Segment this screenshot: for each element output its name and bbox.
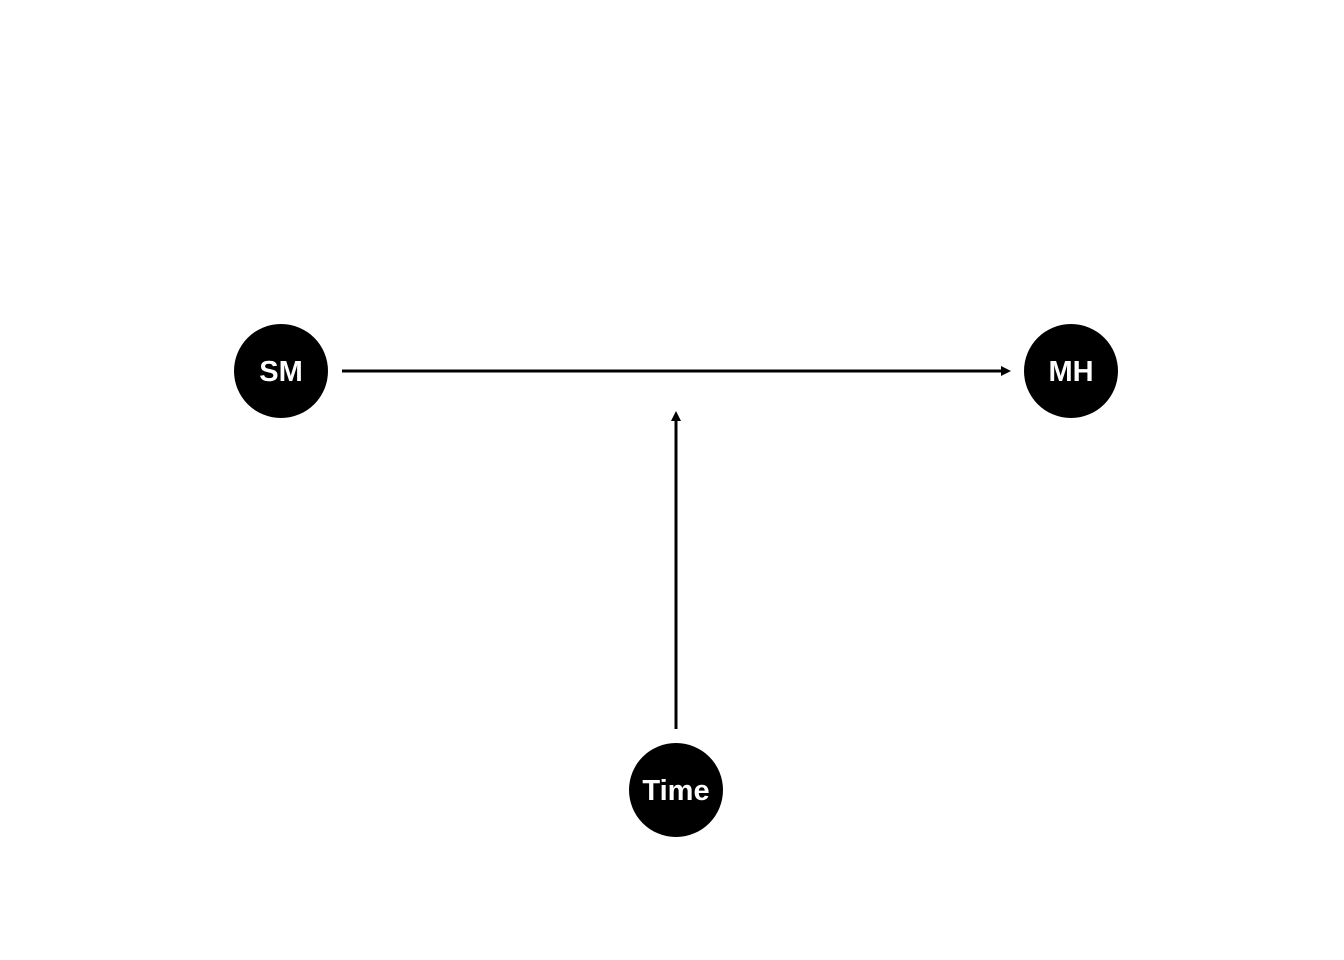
node-sm[interactable]: SM: [234, 324, 328, 418]
node-sm-label: SM: [259, 356, 303, 388]
node-mh[interactable]: MH: [1024, 324, 1118, 418]
node-time-circle: [629, 743, 723, 837]
node-sm-circle: [234, 324, 328, 418]
node-time-label: Time: [642, 775, 709, 807]
node-mh-circle: [1024, 324, 1118, 418]
node-time[interactable]: Time: [629, 743, 723, 837]
node-mh-label: MH: [1048, 356, 1093, 388]
